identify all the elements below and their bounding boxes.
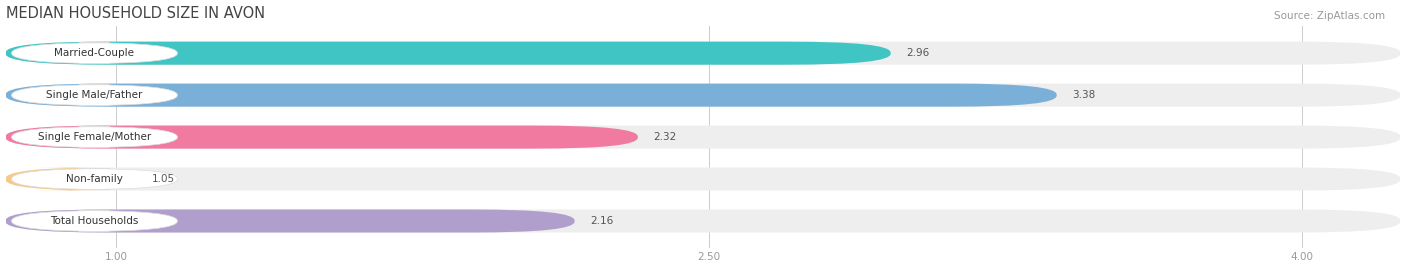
FancyBboxPatch shape	[6, 42, 1400, 65]
Text: Single Female/Mother: Single Female/Mother	[38, 132, 150, 142]
Text: 2.32: 2.32	[654, 132, 676, 142]
Text: Non-family: Non-family	[66, 174, 122, 184]
FancyBboxPatch shape	[6, 210, 1400, 233]
Text: MEDIAN HOUSEHOLD SIZE IN AVON: MEDIAN HOUSEHOLD SIZE IN AVON	[6, 6, 264, 21]
Text: 2.16: 2.16	[591, 216, 613, 226]
FancyBboxPatch shape	[6, 168, 1400, 191]
FancyBboxPatch shape	[6, 168, 136, 191]
FancyBboxPatch shape	[6, 125, 1400, 149]
FancyBboxPatch shape	[6, 84, 1057, 107]
FancyBboxPatch shape	[11, 210, 177, 232]
FancyBboxPatch shape	[11, 126, 177, 148]
Text: Single Male/Father: Single Male/Father	[46, 90, 142, 100]
FancyBboxPatch shape	[11, 85, 177, 106]
Text: Total Households: Total Households	[51, 216, 139, 226]
Text: Married-Couple: Married-Couple	[55, 48, 135, 58]
Text: 1.05: 1.05	[152, 174, 174, 184]
FancyBboxPatch shape	[6, 210, 575, 233]
Text: 3.38: 3.38	[1073, 90, 1095, 100]
FancyBboxPatch shape	[11, 169, 177, 189]
FancyBboxPatch shape	[6, 42, 890, 65]
Text: 2.96: 2.96	[907, 48, 929, 58]
FancyBboxPatch shape	[11, 43, 177, 64]
Text: Source: ZipAtlas.com: Source: ZipAtlas.com	[1274, 11, 1385, 21]
FancyBboxPatch shape	[6, 84, 1400, 107]
FancyBboxPatch shape	[6, 125, 638, 149]
